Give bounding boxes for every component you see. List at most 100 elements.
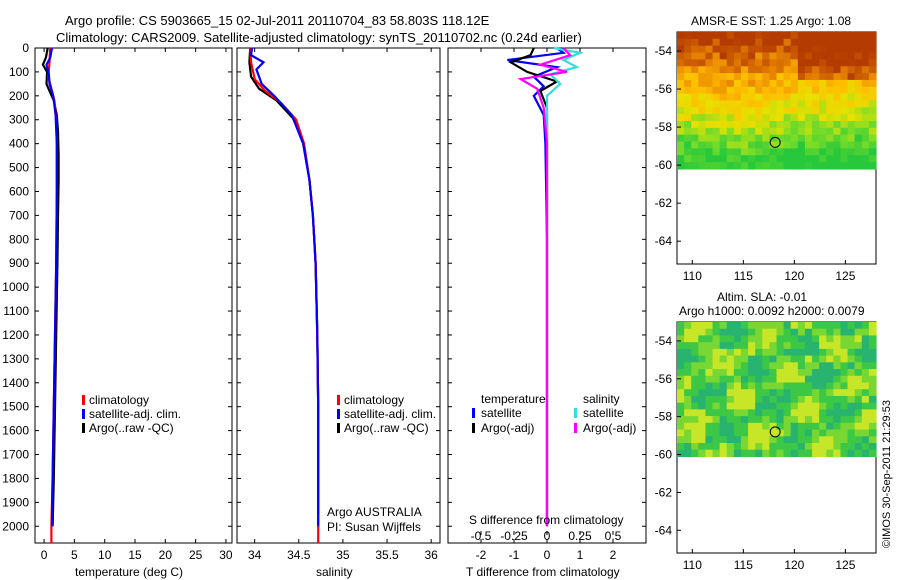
sst_map-heat-cell (847, 127, 856, 136)
sst_map-heat-cell (804, 32, 813, 40)
sst_map-heat-cell (819, 120, 827, 129)
sla_map-heat-cell (733, 436, 742, 444)
sla_map-heat-cell (783, 369, 792, 377)
sst_map-heat-cell (819, 134, 827, 143)
sla_map-heat-cell (833, 416, 842, 424)
sst_map-heat-cell (868, 107, 877, 115)
sst_map-heat-cell (819, 155, 827, 163)
sla_map-heat-cell (705, 322, 714, 330)
sst_map-heat-cell (755, 93, 763, 102)
sla_map-ytick-label: -62 (655, 485, 673, 499)
sla_map-heat-cell (755, 328, 763, 337)
sst_map-heat-cell (868, 45, 877, 54)
sst_map-xtick-label: 125 (835, 269, 855, 283)
sla_map-heat-cell (698, 422, 707, 431)
salinity-legend-label: Argo(..raw -QC) (344, 421, 429, 435)
sst_map-heat-cell (776, 120, 785, 129)
sst_map-heat-cell (726, 141, 735, 149)
sst_map-heat-cell (748, 127, 756, 136)
sst_map-heat-cell (854, 107, 863, 115)
sla_map-heat-cell (691, 335, 699, 343)
sla_map-heat-cell (733, 382, 742, 390)
sst_map-heat-cell (740, 134, 749, 143)
sla_map-heat-cell (776, 369, 785, 377)
sst_map-heat-cell (826, 148, 834, 156)
sst_map-heat-cell (854, 59, 863, 67)
sst_map-heat-cell (804, 93, 813, 102)
sla_map-heat-cell (762, 335, 770, 343)
sla_map-heat-cell (826, 409, 834, 417)
sla_map-heat-cell (691, 362, 699, 370)
sla_map-heat-cell (698, 429, 707, 437)
sla_map-heat-cell (698, 375, 707, 384)
diff-legend-temp-label: Argo(-adj) (481, 421, 534, 435)
sst_map-heat-cell (840, 73, 849, 81)
sla_map-heat-cell (847, 355, 856, 363)
sst_map-heat-cell (755, 45, 763, 54)
sla_map-heat-cell (790, 422, 799, 431)
sla_map-heat-cell (705, 402, 714, 410)
sst_map-heat-cell (819, 45, 827, 54)
sla_map-heat-cell (740, 429, 749, 437)
sst_map-heat-cell (804, 141, 813, 149)
sst_map-heat-cell (691, 66, 699, 74)
sst_map-heat-cell (762, 114, 770, 122)
sst_map-heat-cell (712, 45, 721, 54)
sla_map-heat-cell (684, 416, 692, 424)
sla_map-heat-cell (748, 355, 756, 363)
sst_map-heat-cell (755, 148, 763, 156)
temperature-ytick-label: 1000 (2, 280, 29, 294)
sla_map-heat-cell (755, 322, 763, 330)
sla_map-heat-cell (733, 395, 742, 404)
sla_map-heat-cell (733, 442, 742, 451)
sst_map-heat-cell (691, 73, 699, 81)
sst_map-heat-cell (861, 107, 870, 115)
sst_map-heat-cell (861, 120, 870, 129)
sst_map-heat-cell (691, 155, 699, 163)
credit-stamp: ©IMOS 30-Sep-2011 21:29:53 (881, 400, 893, 548)
sst_map-heat-cell (854, 38, 863, 47)
sla_map-heat-cell (733, 328, 742, 337)
sst_map-heat-cell (740, 45, 749, 54)
sst_map-heat-cell (868, 141, 877, 149)
sla_map-heat-cell (677, 442, 685, 451)
sla_map-heat-cell (861, 436, 870, 444)
sst_map-heat-cell (691, 127, 699, 136)
sst_map-heat-cell (712, 134, 721, 143)
sla_map-heat-cell (783, 429, 792, 437)
sla_map-heat-cell (712, 436, 721, 444)
sla_map-heat-cell (840, 362, 849, 370)
sla_map-heat-cell (776, 389, 785, 397)
temperature-legend-swatch (82, 409, 85, 419)
sla_map-heat-cell (826, 362, 834, 370)
sla_map-heat-cell (868, 382, 877, 390)
sst_map-ytick-label: -64 (655, 234, 673, 248)
sla_map-heat-cell (804, 436, 813, 444)
sla_map-heat-cell (719, 348, 728, 357)
sst_map-heat-cell (847, 107, 856, 115)
sst_map-heat-cell (733, 141, 742, 149)
sst_map-heat-cell (797, 38, 806, 47)
sla_map-heat-cell (691, 442, 699, 451)
sst_map-heat-cell (840, 59, 849, 67)
sst_map-heat-cell (847, 134, 856, 143)
sst_map-heat-cell (762, 120, 770, 129)
sst_map-heat-cell (826, 86, 834, 95)
sla_map-heat-cell (684, 355, 692, 363)
salinity-xlabel: salinity (316, 565, 353, 579)
sst_map-heat-cell (847, 32, 856, 40)
sla_map-heat-cell (684, 322, 692, 330)
sst_map-heat-cell (826, 93, 834, 102)
sla_map-heat-cell (819, 362, 827, 370)
sst_map-heat-cell (705, 52, 714, 60)
sla_map-heat-cell (804, 429, 813, 437)
sla_map-heat-cell (698, 322, 707, 330)
sst_map-heat-cell (861, 134, 870, 143)
sla_map-heat-cell (769, 348, 778, 357)
sst_map-heat-cell (769, 107, 778, 115)
sst_map-heat-cell (698, 73, 707, 81)
sla_map-heat-cell (726, 449, 735, 458)
sla_map-ytick-label: -56 (655, 372, 673, 386)
sst_map-heat-cell (726, 107, 735, 115)
sla_map-heat-cell (740, 389, 749, 397)
